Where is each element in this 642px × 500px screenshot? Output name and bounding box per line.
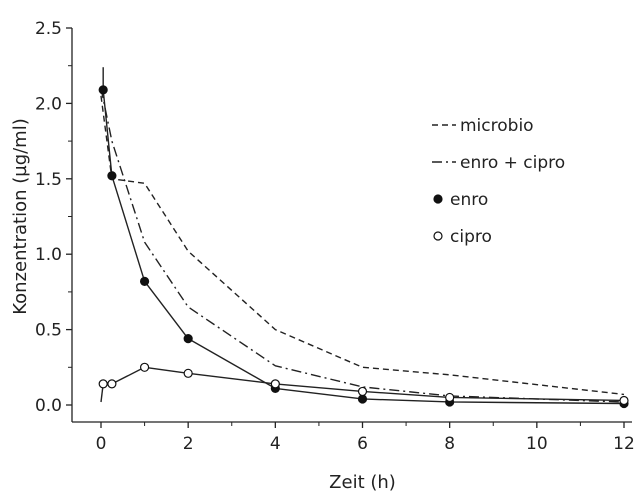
legend-label-enro-cipro: enro + cipro xyxy=(460,153,565,173)
axes xyxy=(71,28,632,423)
y-tick-label: 1.5 xyxy=(35,170,62,190)
series-layer xyxy=(100,67,625,405)
series-enro-point xyxy=(183,334,193,344)
series-cipro-point xyxy=(357,386,368,397)
series-enro-point xyxy=(139,276,150,286)
legend-label-cipro: cipro xyxy=(450,227,492,247)
series-cipro-point xyxy=(107,379,117,389)
x-tick-label: 6 xyxy=(357,434,368,454)
y-tick-label: 0.5 xyxy=(35,321,62,341)
series-cipro-line xyxy=(103,366,625,402)
series-enro-point xyxy=(357,394,368,404)
marker-layer xyxy=(98,85,629,409)
y-tick-label: 1.0 xyxy=(35,245,62,265)
series-enro-line xyxy=(102,89,625,405)
series-enro-cipro-line xyxy=(100,88,625,403)
x-tick-label: 8 xyxy=(444,434,455,454)
series-cipro-point xyxy=(270,379,280,389)
x-ticks: 0 2 4 6 8 10 12 xyxy=(96,422,635,454)
series-cipro-point xyxy=(183,368,193,378)
series-cipro-point xyxy=(619,395,629,406)
legend-swatch-enro xyxy=(433,194,443,204)
x-tick-label: 12 xyxy=(613,434,635,454)
y-ticks: 0.0 0.5 1.0 1.5 2.0 2.5 xyxy=(35,19,72,416)
series-enro-point xyxy=(98,85,108,95)
y-tick-label: 2.5 xyxy=(35,19,62,39)
x-axis-label: Zeit (h) xyxy=(329,472,396,493)
y-axis-label: Konzentration (µg/ml) xyxy=(10,118,31,314)
series-enro-point xyxy=(107,171,117,181)
series-cipro-point xyxy=(445,392,455,403)
legend-swatch-cipro xyxy=(433,231,443,241)
legend: microbio enro + cipro enro cipro xyxy=(432,116,565,247)
y-tick-label: 2.0 xyxy=(35,94,62,114)
x-tick-label: 4 xyxy=(270,434,281,454)
x-tick-label: 2 xyxy=(183,434,194,454)
x-tick-label: 10 xyxy=(526,434,548,454)
series-cipro-point xyxy=(139,362,150,372)
y-tick-label: 0.0 xyxy=(35,396,62,416)
legend-label-microbio: microbio xyxy=(460,116,534,136)
series-cipro-point xyxy=(98,379,108,389)
series-microbio-line xyxy=(100,95,625,396)
legend-label-enro: enro xyxy=(450,190,488,210)
x-tick-label: 0 xyxy=(96,434,107,454)
